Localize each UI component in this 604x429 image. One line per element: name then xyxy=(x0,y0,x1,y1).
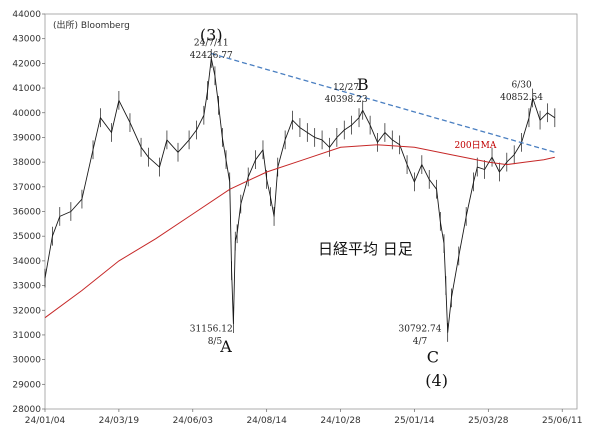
annotation-aC-date: 4/7 xyxy=(413,337,428,347)
annotation-aA-val: 31156.12 xyxy=(190,325,233,335)
plot-border xyxy=(44,13,578,410)
y-axis: 28000 29000 30000 31000 32000 33000 34000 35000… xyxy=(12,10,45,415)
ma200-line xyxy=(44,144,555,319)
y-tick-label: 40000 xyxy=(12,109,41,119)
y-tick-label: 36000 xyxy=(12,208,41,218)
annotation-aA-date: 8/5 xyxy=(208,337,223,347)
y-tick-label: 29000 xyxy=(12,380,41,390)
annotation-a4-lab: (4) xyxy=(425,371,448,390)
annotation-aE-date: 6/30 xyxy=(511,80,531,90)
y-tick-label: 41000 xyxy=(12,84,41,94)
x-tick-label: 25/03/28 xyxy=(468,416,509,426)
x-tick-label: 25/01/14 xyxy=(394,416,435,426)
y-tick-label: 30000 xyxy=(12,356,41,366)
y-tick-label: 37000 xyxy=(12,183,41,193)
y-tick-label: 44000 xyxy=(12,10,41,20)
x-tick-label: 24/08/14 xyxy=(246,416,287,426)
x-tick-label: 24/06/03 xyxy=(173,416,213,426)
y-tick-label: 28000 xyxy=(12,405,41,415)
chart-title: 日経平均 日足 xyxy=(318,240,413,258)
x-tick-label: 24/01/04 xyxy=(25,416,66,426)
annotation-a3-lab: (3) xyxy=(200,26,223,45)
y-tick-label: 39000 xyxy=(12,133,41,143)
annotation-aA-lab: A xyxy=(219,337,232,356)
y-tick-label: 34000 xyxy=(12,257,41,267)
y-tick-label: 43000 xyxy=(12,35,41,45)
x-tick-label: 24/03/19 xyxy=(99,416,140,426)
nikkei-daily-line xyxy=(44,57,556,333)
source-label: (出所) Bloomberg xyxy=(53,19,130,31)
annotation-aB-date: 12/27 xyxy=(333,83,359,93)
plot-frame xyxy=(44,13,578,410)
series-group xyxy=(44,49,556,342)
trendline-group xyxy=(211,52,556,153)
y-tick-label: 42000 xyxy=(12,59,41,69)
annotation-aC-lab: C xyxy=(427,348,439,367)
x-tick-label: 25/06/11 xyxy=(542,416,582,426)
annotation-a3-date: 24/7/11 xyxy=(194,38,229,48)
y-tick-label: 35000 xyxy=(12,232,41,242)
annotation-aC-val: 30792.74 xyxy=(399,325,442,335)
y-tick-label: 33000 xyxy=(12,282,41,292)
x-tick-label: 24/10/28 xyxy=(320,416,361,426)
annotation-aB-val: 40398.23 xyxy=(325,95,368,105)
annotation-aB-lab: B xyxy=(357,75,369,94)
y-tick-label: 31000 xyxy=(12,331,41,341)
x-axis: 24/01/04 24/03/19 24/06/03 24/08/14 24/10/28… xyxy=(25,409,582,426)
annotation-ama-lab: 200日MA xyxy=(454,140,496,151)
annotations: 24/7/11 42426.77 (3) 12/27 40398.23B 6/30 4085… xyxy=(190,26,544,391)
annotation-aE-val: 40852.54 xyxy=(500,93,543,103)
annotation-a3-val: 42426.77 xyxy=(190,51,233,61)
y-tick-label: 38000 xyxy=(12,158,41,168)
y-tick-label: 32000 xyxy=(12,306,41,316)
resistance-trendline xyxy=(211,52,556,153)
